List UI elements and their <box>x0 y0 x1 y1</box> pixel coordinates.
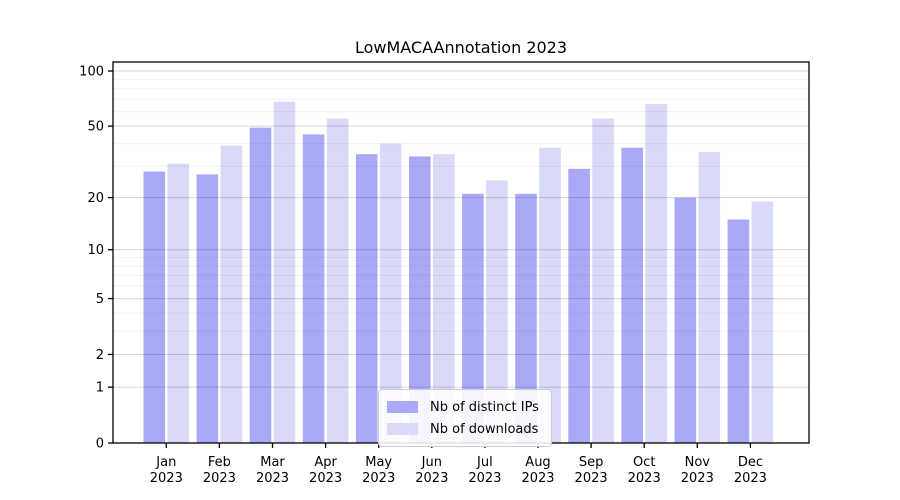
y-tick-label: 50 <box>87 120 104 135</box>
legend-swatch <box>387 423 418 435</box>
bar-downloads-feb <box>220 145 243 443</box>
y-tick-label: 20 <box>87 191 104 206</box>
bar-downloads-jul <box>486 180 508 443</box>
x-tick-label: May 2023 <box>362 455 395 486</box>
x-tick-label: Mar 2023 <box>256 455 289 486</box>
bar-downloads-nov <box>698 151 721 443</box>
legend-swatch <box>387 401 418 413</box>
bar-downloads-mar <box>273 101 296 443</box>
x-tick-label: Oct 2023 <box>628 455 661 486</box>
legend-item-distinct-ips: Nb of distinct IPs <box>387 396 539 418</box>
bar-ips-jun <box>409 156 431 443</box>
bar-ips-apr <box>302 134 325 443</box>
x-tick-label: Nov 2023 <box>681 455 714 486</box>
bar-ips-mar <box>249 127 272 443</box>
bar-ips-may <box>355 154 378 443</box>
y-tick-label: 10 <box>87 243 104 258</box>
bar-downloads-oct <box>645 104 667 443</box>
x-tick-label: Sep 2023 <box>575 455 608 486</box>
bar-ips-jul <box>462 193 484 443</box>
y-tick-label: 1 <box>96 381 104 396</box>
bar-ips-oct <box>621 147 643 444</box>
legend-item-downloads: Nb of downloads <box>387 418 539 440</box>
x-tick-label: Jun 2023 <box>415 455 448 486</box>
x-tick-label: Dec 2023 <box>734 455 767 486</box>
x-tick-label: Apr 2023 <box>309 455 342 486</box>
legend-label: Nb of distinct IPs <box>430 399 539 415</box>
bar-downloads-may <box>379 143 402 444</box>
x-tick-label: Jul 2023 <box>468 455 501 486</box>
bar-downloads-sep <box>592 118 614 443</box>
bar-downloads-aug <box>539 147 561 444</box>
y-tick-label: 2 <box>96 348 104 363</box>
legend-label: Nb of downloads <box>430 421 539 437</box>
bar-ips-feb <box>196 174 219 444</box>
chart-title: LowMACAAnnotation 2023 <box>354 38 568 57</box>
x-tick-label: Aug 2023 <box>521 455 554 486</box>
bar-downloads-jan <box>167 163 190 444</box>
bar-ips-sep <box>568 168 590 443</box>
bar-downloads-dec <box>751 201 774 443</box>
y-tick-label: 5 <box>96 292 104 307</box>
bar-downloads-apr <box>326 118 349 443</box>
bar-ips-dec <box>727 219 750 443</box>
bar-ips-nov <box>674 197 697 443</box>
y-tick-label: 100 <box>79 65 104 80</box>
x-tick-label: Jan 2023 <box>150 455 183 486</box>
legend: Nb of distinct IPs Nb of downloads <box>378 389 552 447</box>
y-tick-label: 0 <box>96 437 104 452</box>
bar-downloads-jun <box>433 154 455 443</box>
x-tick-label: Feb 2023 <box>203 455 236 486</box>
bar-ips-aug <box>515 193 537 443</box>
bar-ips-jan <box>143 171 166 443</box>
